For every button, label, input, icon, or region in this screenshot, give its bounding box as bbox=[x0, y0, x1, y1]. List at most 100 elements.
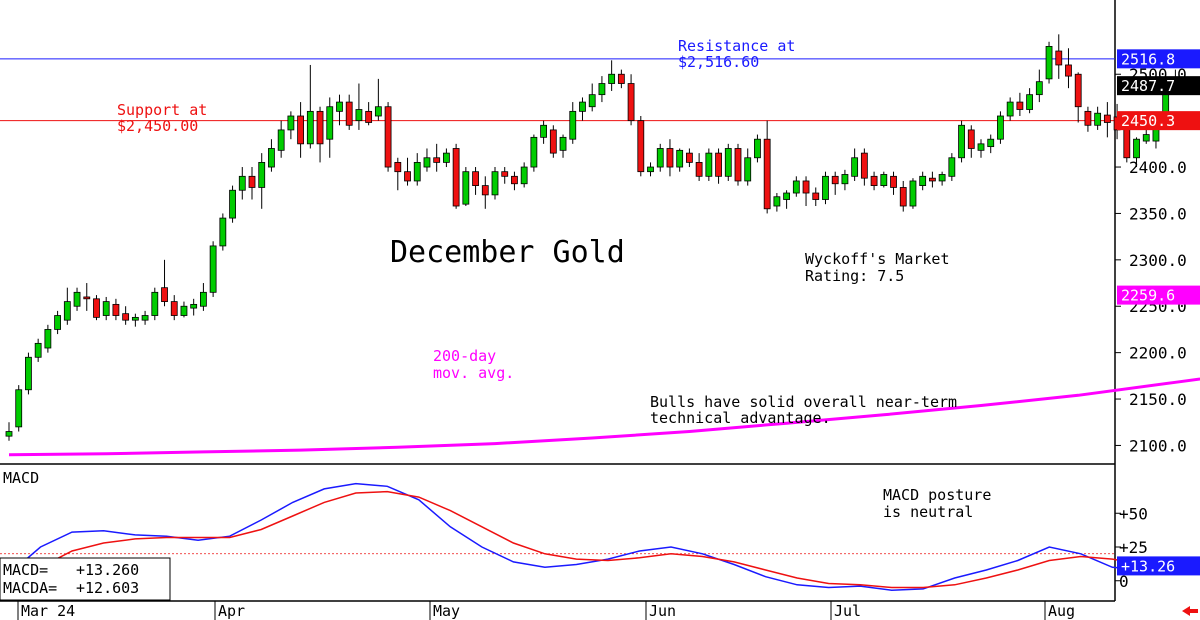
candle-body bbox=[647, 166, 654, 173]
candle-body bbox=[248, 175, 256, 188]
macda-line bbox=[8, 490, 1176, 589]
date-label: Apr bbox=[218, 602, 245, 620]
price-tick-label: 2400.0 bbox=[1129, 158, 1187, 177]
candle bbox=[1006, 97, 1014, 121]
candle-body bbox=[617, 73, 625, 84]
candle-body bbox=[744, 157, 752, 182]
rating-line2: Rating: 7.5 bbox=[805, 267, 904, 285]
candle-body bbox=[423, 157, 431, 168]
candle-body bbox=[297, 115, 305, 145]
comment-line1: Bulls have solid overall near-term bbox=[650, 393, 957, 411]
macd-tag: +13.26 bbox=[1117, 556, 1200, 576]
candle bbox=[355, 83, 363, 130]
candle-body bbox=[268, 148, 275, 168]
candle-body bbox=[987, 138, 995, 148]
candle bbox=[394, 157, 402, 191]
candle bbox=[977, 139, 985, 158]
candle bbox=[540, 120, 547, 144]
candle bbox=[929, 171, 936, 188]
candle-body bbox=[1103, 114, 1111, 123]
candle bbox=[860, 148, 868, 186]
candle bbox=[1084, 106, 1092, 132]
candle-body bbox=[598, 83, 606, 96]
macd-tick-label: +50 bbox=[1119, 504, 1148, 523]
candlestick-series bbox=[5, 34, 1179, 441]
candle bbox=[1133, 137, 1140, 168]
candle-body bbox=[734, 148, 742, 182]
candle bbox=[190, 298, 198, 316]
candle bbox=[258, 153, 266, 209]
candle-body bbox=[238, 175, 246, 191]
candle bbox=[579, 97, 586, 121]
resistance-label-line1: Resistance at bbox=[678, 37, 795, 55]
candle bbox=[316, 106, 324, 163]
candle-body bbox=[326, 106, 334, 140]
candle-body bbox=[258, 161, 266, 188]
candle bbox=[63, 287, 71, 325]
candle bbox=[102, 296, 110, 321]
candle-body bbox=[938, 174, 946, 182]
candle bbox=[44, 324, 52, 353]
candle bbox=[754, 134, 761, 163]
candle-body bbox=[277, 129, 285, 151]
candle bbox=[170, 295, 178, 321]
candle bbox=[549, 125, 557, 158]
price-tick-label: 2100.0 bbox=[1129, 436, 1187, 455]
support-label-line2: $2,450.00 bbox=[117, 117, 198, 135]
candle-body bbox=[63, 301, 71, 321]
candle-body bbox=[608, 73, 616, 84]
candle-body bbox=[491, 171, 499, 196]
candle-body bbox=[433, 157, 441, 163]
support-label-line1: Support at bbox=[117, 101, 207, 119]
price-panel-frame bbox=[0, 0, 1116, 601]
candle bbox=[559, 134, 567, 158]
scroll-left-icon[interactable] bbox=[1182, 606, 1198, 616]
price-tick-label: 2200.0 bbox=[1129, 344, 1187, 363]
candle-body bbox=[822, 175, 829, 200]
candle-body bbox=[287, 115, 295, 131]
macd-readout-value: +13.260 bbox=[76, 561, 139, 579]
candle-body bbox=[549, 129, 557, 154]
candle-body bbox=[627, 83, 635, 122]
candle-body bbox=[812, 192, 820, 200]
candle bbox=[656, 143, 664, 172]
candle-body bbox=[1133, 138, 1140, 159]
comment-line2: technical advantage. bbox=[650, 409, 831, 427]
candle bbox=[1016, 92, 1024, 116]
candle bbox=[617, 69, 625, 89]
candle bbox=[34, 338, 42, 362]
candle bbox=[1065, 48, 1072, 89]
candle-body bbox=[404, 171, 411, 182]
candle bbox=[1103, 102, 1111, 138]
candle-body bbox=[997, 115, 1004, 140]
candle bbox=[413, 153, 421, 186]
candle-body bbox=[131, 316, 139, 321]
candle-body bbox=[695, 161, 703, 177]
date-label: May bbox=[433, 602, 460, 620]
candle bbox=[627, 74, 635, 126]
candle bbox=[365, 102, 373, 126]
candle-body bbox=[229, 189, 236, 219]
candle bbox=[763, 120, 771, 214]
candle-body bbox=[948, 157, 956, 177]
candle bbox=[715, 148, 722, 184]
candle bbox=[423, 148, 431, 172]
candle bbox=[287, 111, 295, 140]
candle-body bbox=[783, 192, 790, 200]
candle bbox=[958, 120, 965, 163]
candle bbox=[569, 102, 577, 144]
candle bbox=[336, 94, 343, 126]
candle bbox=[219, 213, 227, 251]
candle-body bbox=[306, 110, 314, 145]
candle bbox=[306, 64, 314, 149]
candle bbox=[705, 148, 713, 181]
macd-readout-label: MACD= bbox=[3, 561, 48, 579]
price-tick-label: 2350.0 bbox=[1129, 204, 1187, 223]
candle bbox=[851, 148, 859, 181]
candle-body bbox=[870, 175, 878, 187]
candle bbox=[676, 148, 684, 172]
chart-title: December Gold bbox=[390, 235, 625, 270]
support-tag: 2450.3 bbox=[1117, 111, 1200, 131]
candle bbox=[93, 295, 100, 321]
candle-body bbox=[530, 136, 538, 168]
